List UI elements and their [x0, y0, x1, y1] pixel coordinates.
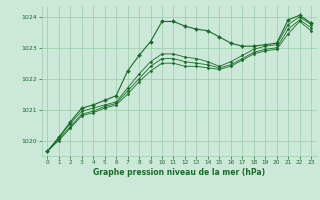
X-axis label: Graphe pression niveau de la mer (hPa): Graphe pression niveau de la mer (hPa): [93, 168, 265, 177]
